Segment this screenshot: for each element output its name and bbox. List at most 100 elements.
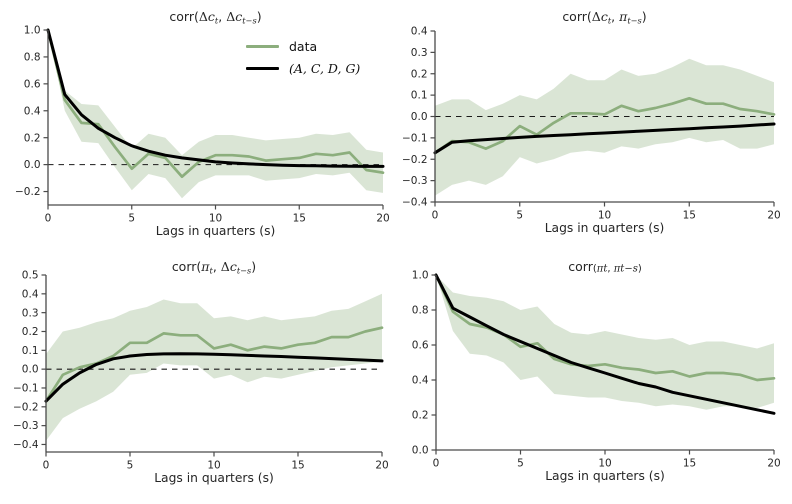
model-line [44,352,384,403]
x-tick-label: 10 [598,210,611,222]
title-segment: t [214,15,219,26]
model-line [433,122,776,155]
y-tick-label: 0.0 [24,159,41,171]
y-tick-label: 0.4 [411,26,428,38]
x-tick-label: 0 [433,458,440,470]
y-tick-label: 0.1 [22,345,39,357]
title-segment: t−s [236,265,252,276]
title-segment: Δ [226,9,236,24]
panel-corr-pi-dc: −0.4 −0.3 −0.2 −0.1 0.0 0.1 0.2 0.3 0.4 0.5 0 5 10 15… [0,252,396,504]
panel-corr-dc-dc: −0.2 0.0 0.2 0.4 0.6 0.8 1.0 0 5 10 15 20 Lags in qu… [0,0,396,252]
data-line [433,96,776,155]
x-tick-label: 15 [293,213,306,225]
chart-corr-dc-pi: −0.4 −0.3 −0.2 −0.1 0.0 0.1 0.2 0.3 0.4 0 5 10 15 20 L… [402,26,781,235]
y-tick-label: 0.5 [22,270,39,282]
model-line [434,273,776,415]
confidence-band [435,58,774,196]
y-tick-label: 0.6 [412,340,429,352]
title-segment: corr( [562,9,592,24]
y-tick-label: 1.0 [412,270,429,282]
title-segment: ) [641,9,647,24]
panel-title: corr(Δct, πt−s) [562,9,646,25]
panel-corr-dc-pi: −0.4 −0.3 −0.2 −0.1 0.0 0.1 0.2 0.3 0.4 0 5 10 15 20 L… [396,0,792,252]
title-segment: Δ [591,9,601,24]
title-segment: ) [637,263,642,275]
y-tick-label: 1.0 [24,25,41,37]
model-line [46,28,385,168]
x-axis-title: Lags in quarters (s) [545,469,665,483]
title-segment: c [207,9,215,24]
x-tick-label: 0 [432,210,439,222]
title-segment: corr( [169,9,199,24]
legend-item: data [246,39,360,54]
x-tick-label: 10 [598,458,611,470]
title-segment: π [613,263,621,275]
y-tick-label: 0.8 [24,52,41,64]
legend: data (A, C, D, G) [246,39,360,76]
y-tick-label: 0.4 [412,375,429,387]
y-tick-label: −0.1 [402,132,428,144]
y-tick-label: 0.1 [411,90,428,102]
y-tick-label: 0.3 [411,47,428,59]
panel-title: corr(πt, Δct−s) [172,259,256,275]
x-axis-title: Lags in quarters (s) [545,221,665,235]
x-tick-label: 10 [207,460,220,472]
x-axis-title: Lags in quarters (s) [156,224,276,238]
confidence-band [46,293,382,441]
x-axis-title: Lags in quarters (s) [154,471,274,485]
y-tick-label: −0.4 [402,197,428,209]
title-segment: t−s [620,263,638,275]
legend-line-swatch [246,66,279,71]
legend-line-swatch [246,44,279,49]
y-tick-label: 0.0 [22,364,39,376]
x-tick-label: 0 [45,213,52,225]
title-segment: c [235,9,243,24]
confidence-band [436,275,774,410]
x-tick-label: 20 [767,210,780,222]
title-segment: c [600,9,608,24]
x-tick-label: 20 [375,460,388,472]
title-segment: ) [256,9,262,24]
x-tick-label: 15 [683,210,696,222]
title-segment: corr( [171,259,202,274]
y-tick-label: 0.2 [24,132,41,144]
chart-corr-dc-dc: −0.2 0.0 0.2 0.4 0.6 0.8 1.0 0 5 10 15 20 Lags in qu… [15,25,390,238]
y-tick-label: 0.2 [22,326,39,338]
chart-corr-pi-pi: 0.0 0.2 0.4 0.6 0.8 1.0 0 5 10 15 20 Lags in quarte… [412,270,781,483]
title-segment: corr [568,259,593,274]
title-segment: t [607,15,612,26]
x-tick-label: 15 [683,458,696,470]
y-tick-label: −0.2 [402,154,428,166]
chart-corr-pi-dc: −0.4 −0.3 −0.2 −0.1 0.0 0.1 0.2 0.3 0.4 0.5 0 5 10 15… [13,270,389,485]
title-segment: π [619,9,628,24]
x-tick-label: 10 [209,213,222,225]
y-tick-label: −0.2 [15,186,41,198]
x-tick-label: 5 [127,460,134,472]
y-tick-label: 0.2 [412,410,429,422]
title-segment: , [212,259,221,274]
y-tick-label: −0.4 [13,439,39,451]
legend-item: (A, C, D, G) [246,61,360,76]
legend-label: (A, C, D, G) [289,61,361,76]
y-tick-label: 0.4 [24,105,41,117]
title-segment: , [218,9,227,24]
y-tick-label: 0.2 [411,68,428,80]
panel-title: corr(Δct, Δct−s) [169,9,261,25]
y-tick-label: 0.6 [24,78,41,90]
x-tick-label: 5 [516,210,523,222]
y-tick-label: 0.0 [411,111,428,123]
x-tick-label: 5 [128,213,135,225]
x-tick-label: 20 [376,213,389,225]
y-tick-label: 0.3 [22,307,39,319]
y-tick-label: 0.0 [412,445,429,457]
y-tick-label: 0.4 [22,288,39,300]
title-segment: t [603,263,608,275]
x-tick-label: 20 [767,458,780,470]
title-segment: t [209,265,213,276]
legend-label: data [289,39,318,54]
x-tick-label: 5 [517,458,524,470]
title-segment: π [201,259,210,274]
confidence-band [48,30,383,199]
title-segment: , [607,263,614,275]
